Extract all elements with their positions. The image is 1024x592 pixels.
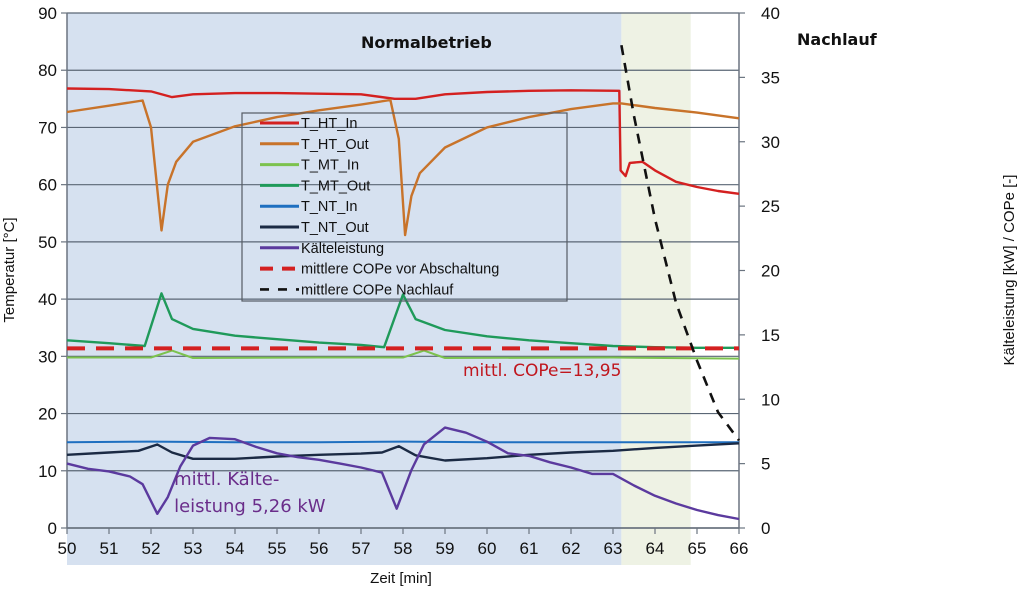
series-line-mittlere-cope-nachlauf [620,44,741,442]
series [66,44,741,521]
y-tick-label: 60 [38,176,57,195]
legend-label: T_MT_Out [301,178,370,194]
annotation-normalbetrieb: Normalbetrieb [361,33,492,52]
y-tick-label: 10 [38,462,57,481]
legend-label: T_HT_In [301,116,357,132]
series-line-t-ht-in [66,87,740,195]
y-tick-label: 40 [38,290,57,309]
background-regions [67,13,691,565]
x-tick-label: 58 [394,539,413,558]
x-tick-label: 60 [478,539,497,558]
series-line-k-lteleistung [66,426,740,521]
series-line-t-ht-out [66,98,740,237]
y2-tick-label: 20 [761,262,780,281]
x-tick-label: 54 [226,539,245,558]
annotation-kaelteleistung-line: leistung 5,26 kW [174,496,326,517]
x-tick-label: 56 [310,539,329,558]
legend-label: Kälteleistung [301,241,384,257]
x-axis-title: Zeit [min] [370,570,432,587]
x-tick-label: 63 [604,539,623,558]
y2-tick-label: 5 [761,455,770,474]
y2-tick-label: 40 [761,4,780,23]
legend-label: T_HT_Out [301,137,369,153]
x-tick-label: 62 [562,539,581,558]
x-tick-label: 50 [58,539,77,558]
y2-tick-label: 0 [761,519,770,538]
x-tick-label: 59 [436,539,455,558]
legend-label: mittlere COPe Nachlauf [301,282,454,298]
y-tick-label: 90 [38,4,57,23]
x-tick-label: 52 [142,539,161,558]
y-tick-label: 70 [38,118,57,137]
series-line-t-nt-out [66,442,740,462]
annotation-nachlauf: Nachlauf [797,30,878,49]
y-tick-label: 20 [38,405,57,424]
y2-tick-label: 15 [761,326,780,345]
legend: T_HT_In T_HT_Out T_MT_In T_MT_Out T_NT_In T_N… [241,112,568,302]
region-nachlauf [621,13,691,565]
annotation-kaelteleistung-line: mittl. Kälte- [174,469,279,490]
legend-label: mittlere COPe vor Abschaltung [301,262,499,278]
y2-tick-label: 30 [761,133,780,152]
series-line-t-nt-in [66,440,739,444]
y-tick-label: 80 [38,61,57,80]
legend-box [241,112,568,302]
legend-label: T_NT_Out [301,220,369,236]
annotations: Normalbetrieb Nachlauf mittl. COPe=13,95 mi… [174,30,878,517]
y2-tick-label: 10 [761,390,780,409]
x-tick-label: 55 [268,539,287,558]
x-tick-label: 53 [184,539,203,558]
x-tick-label: 65 [688,539,707,558]
series-line-t-mt-out [66,292,739,349]
y-tick-label: 50 [38,233,57,252]
legend-label: T_MT_In [301,158,359,174]
y-tick-label: 0 [48,519,57,538]
y2-axis-title: Kälteleistung [kW] / COPe [-] [1001,175,1018,366]
legend-label: T_NT_In [301,199,357,215]
x-tick-label: 51 [100,539,119,558]
axes: 0 10 20 30 40 50 60 70 80 90 0 5 10 15 20 25 30 35 40 50 51 5… [38,4,780,558]
series-line-t-mt-in [67,349,740,360]
y2-tick-label: 35 [761,68,780,87]
annotation-mean-cope: mittl. COPe=13,95 [463,361,621,381]
y-axis-title: Temperatur [°C] [1,217,18,322]
x-tick-label: 57 [352,539,371,558]
x-tick-label: 61 [520,539,539,558]
y-tick-label: 30 [38,347,57,366]
x-tick-label: 66 [730,539,749,558]
y2-tick-label: 25 [761,197,780,216]
region-normalbetrieb [67,13,622,565]
x-tick-label: 64 [646,539,665,558]
